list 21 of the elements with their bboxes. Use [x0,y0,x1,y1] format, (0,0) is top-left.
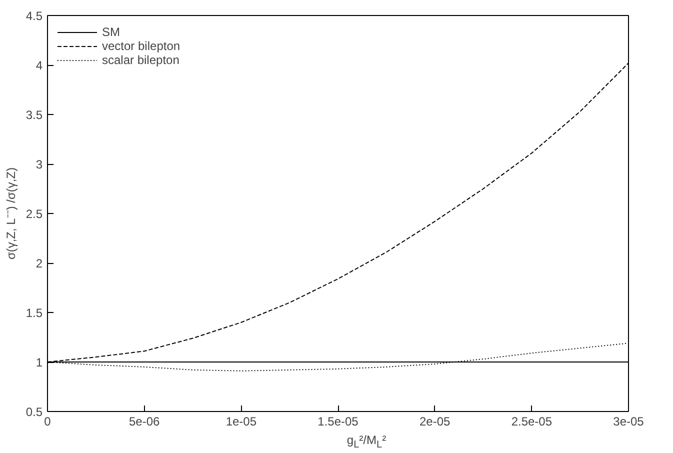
legend-label: SM [102,25,121,39]
legend-label: scalar bilepton [102,53,180,67]
x-tick-label: 2.5e-05 [511,414,552,428]
y-tick-label: 0.5 [26,405,43,419]
y-tick-label: 2.5 [26,207,43,221]
x-tick-label: 1.5e-05 [318,414,359,428]
x-tick-label: 2e-05 [419,414,451,428]
x-tick-label: 1e-05 [226,414,257,428]
x-axis-title: g$_{L}$²/M$_{L}$² [346,433,386,452]
x-tick-label: 5e-06 [128,414,160,428]
x-tick-label: 0 [44,414,52,428]
legend-label: vector bilepton [102,39,180,53]
y-tick-label: 4.5 [26,9,43,23]
y-tick-label: 1.5 [26,306,43,320]
y-tick-label: 1 [36,356,43,370]
y-tick-label: 4 [36,58,43,72]
y-tick-label: 3 [36,158,43,172]
y-tick-label: 3.5 [26,108,43,122]
y-tick-label: 2 [36,256,43,270]
y-axis-title: σ(γ,Z, L⁻⁻) /σ(γ,Z) [4,167,18,260]
x-tick-label: 3e-05 [613,414,644,428]
